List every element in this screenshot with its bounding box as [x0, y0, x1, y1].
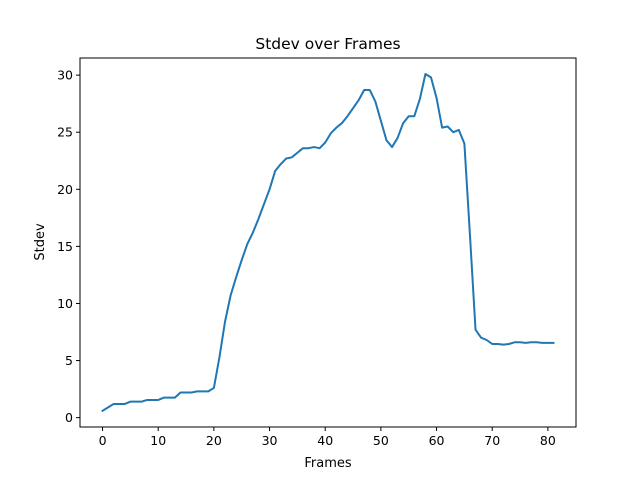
x-tick-label: 70: [484, 433, 500, 448]
x-tick-label: 30: [262, 433, 278, 448]
x-tick-label: 40: [317, 433, 333, 448]
y-tick-label: 0: [65, 410, 73, 425]
x-tick-label: 60: [429, 433, 445, 448]
y-tick-label: 20: [57, 182, 73, 197]
x-axis-label: Frames: [304, 456, 352, 471]
x-tick-label: 80: [540, 433, 556, 448]
x-tick-label: 10: [150, 433, 166, 448]
y-tick-label: 5: [65, 353, 73, 368]
x-tick-label: 0: [99, 433, 107, 448]
y-tick-label: 15: [57, 239, 73, 254]
plot-area: 0 10 20 30 40 50 60 70 80 0 5 10 15 20 25 30: [57, 57, 577, 448]
y-tick-label: 25: [57, 125, 73, 140]
chart-title: Stdev over Frames: [255, 35, 400, 53]
y-tick-label: 10: [57, 296, 73, 311]
y-axis-label: Stdev: [33, 223, 48, 261]
axes-frame: [79, 57, 577, 428]
x-tick-label: 50: [373, 433, 389, 448]
x-tick-label: 20: [206, 433, 222, 448]
series-line-0: [101, 72, 555, 413]
y-tick-label: 30: [57, 68, 73, 83]
